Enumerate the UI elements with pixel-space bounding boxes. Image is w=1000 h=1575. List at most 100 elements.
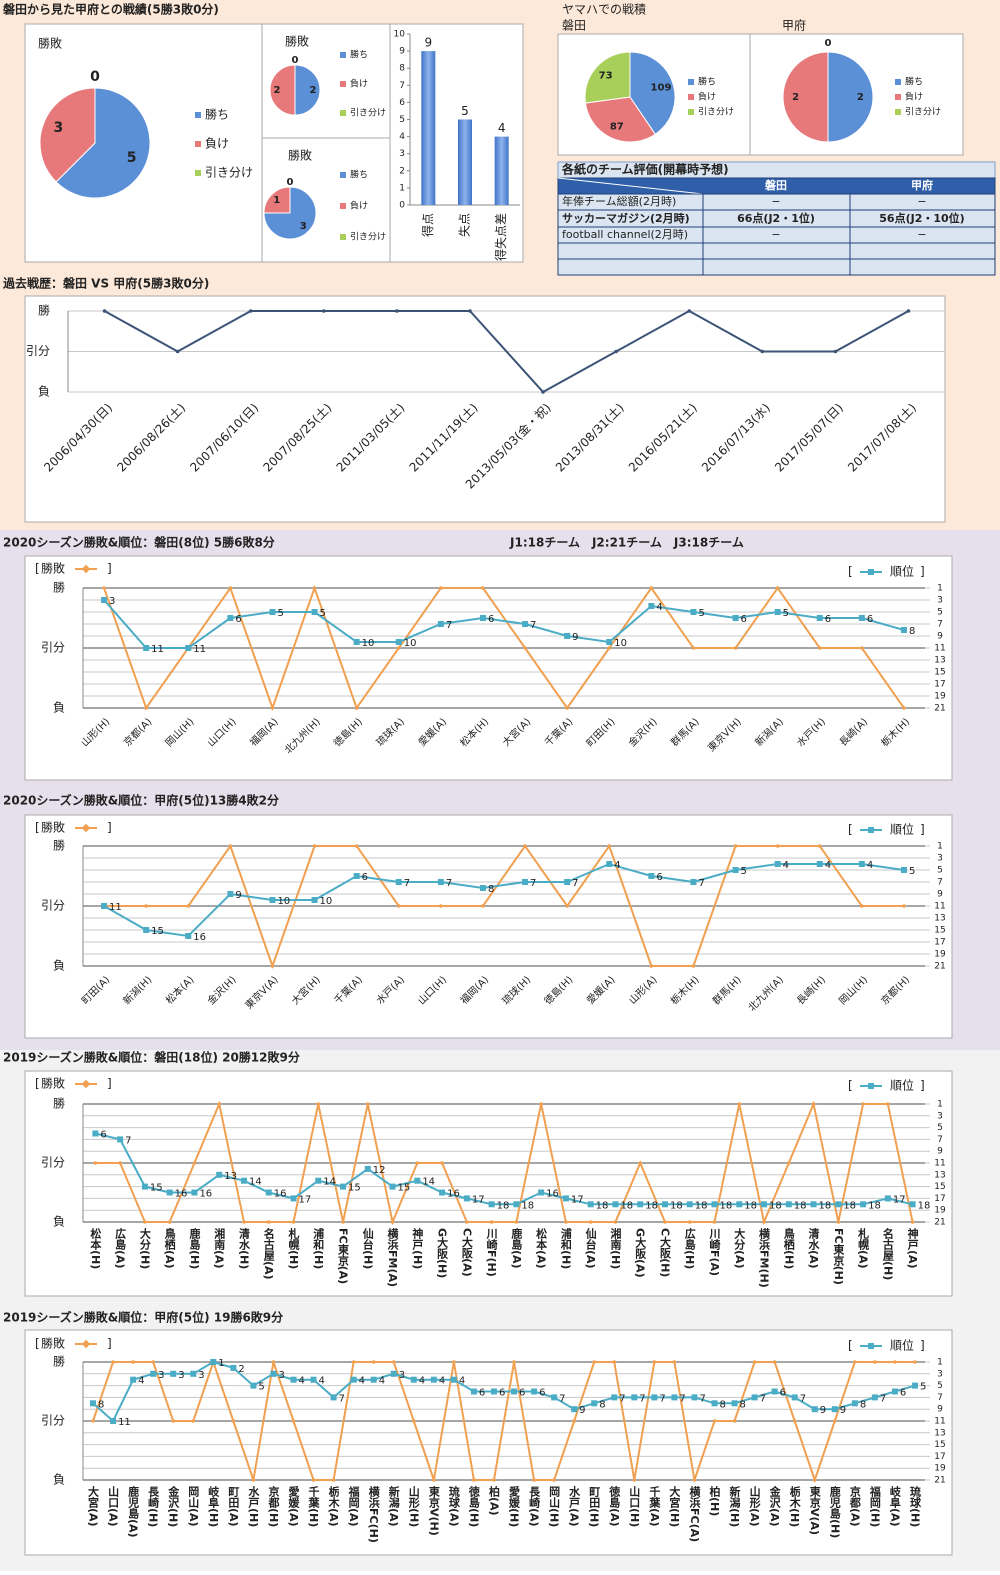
marker: [488, 1201, 495, 1208]
marker: [831, 1406, 838, 1413]
marker: [450, 1376, 457, 1383]
marker: [110, 1418, 117, 1424]
data-label: 8: [488, 884, 494, 895]
marker: [513, 1201, 520, 1208]
marker: [230, 1364, 237, 1371]
table: 各紙のチーム評価(開幕時予想) 磐田 甲府 年俸チーム総額(2月時) − − サ…: [557, 161, 996, 276]
data-label: 7: [619, 1393, 625, 1404]
y-tick-label: 負: [53, 1473, 65, 1487]
y2-tick-label: 19: [934, 1464, 946, 1474]
legend-bracket: ]: [107, 1337, 112, 1351]
x-tick-label: 長崎(A): [528, 1486, 541, 1527]
data-label: 8: [740, 1399, 746, 1410]
data-label: 4: [656, 602, 662, 613]
marker: [751, 1394, 758, 1401]
chart-title: 磐田: [562, 19, 586, 33]
x-tick-label: 川崎F(A): [708, 1228, 722, 1276]
y2-tick-label: 21: [934, 962, 945, 972]
x-tick-label: 水戸(A): [568, 1485, 581, 1527]
data-label: 15: [348, 1183, 361, 1194]
data-label: 3: [109, 596, 115, 607]
data-label: 9: [235, 890, 241, 901]
pie-slice: [55, 87, 151, 199]
marker: [191, 1419, 196, 1423]
marker: [649, 586, 654, 590]
marker: [906, 309, 911, 313]
marker: [290, 1376, 297, 1383]
marker: [430, 1376, 437, 1383]
data-label: 0: [292, 55, 299, 66]
y-tick-label: 勝: [38, 303, 50, 318]
legend-bracket: ]: [920, 1339, 925, 1353]
x-tick-label: 岡山(A): [187, 1486, 200, 1527]
chart-title: 過去戦歴：磐田 VS 甲府(5勝3敗0分): [2, 276, 209, 291]
legend-label: 勝敗: [41, 561, 65, 576]
marker: [102, 309, 107, 313]
legend-bracket: ]: [107, 562, 112, 576]
y2-tick-label: 11: [934, 902, 945, 912]
marker: [365, 1102, 370, 1106]
legend-bracket: [: [848, 823, 853, 837]
marker: [909, 1201, 916, 1208]
table-cell: −: [771, 228, 780, 241]
marker: [210, 1359, 217, 1365]
x-tick-label: 岐阜(H): [207, 1485, 220, 1528]
data-label: 7: [530, 620, 536, 631]
data-label: 4: [867, 860, 873, 871]
y2-tick-label: 3: [937, 1111, 943, 1121]
data-label: 4: [379, 1376, 385, 1387]
y2-tick-label: 17: [934, 1194, 945, 1204]
table-title: 各紙のチーム評価(開幕時予想): [561, 162, 729, 177]
marker: [414, 1177, 421, 1184]
x-tick-label: 琉球(H): [908, 1485, 921, 1528]
data-label: 15: [398, 1183, 411, 1194]
data-label: 5: [783, 608, 789, 619]
y-tick-label: 1: [399, 183, 405, 193]
marker: [775, 586, 780, 590]
data-line: [103, 599, 905, 649]
data-label: 18: [868, 1200, 881, 1211]
y2-tick-label: 19: [934, 692, 946, 702]
legend-label: 勝ち: [350, 169, 368, 181]
marker: [227, 615, 234, 621]
data-label: 6: [488, 614, 494, 625]
marker: [251, 1478, 256, 1482]
data-label: 6: [780, 1388, 786, 1399]
x-tick-label: 横浜FM(H): [758, 1227, 771, 1288]
marker: [111, 1360, 115, 1364]
marker: [141, 1183, 148, 1190]
y2-tick-label: 7: [937, 620, 943, 630]
x-tick-label: 仙台(H): [361, 1227, 374, 1270]
marker: [144, 706, 148, 710]
y-tick-label: 10: [394, 30, 406, 40]
x-tick-label: 山口(H): [628, 1485, 641, 1528]
x-tick-label: 京都(A): [848, 1485, 862, 1527]
y-tick-label: 2: [399, 166, 405, 176]
y2-tick-label: 21: [934, 704, 945, 714]
x-tick-label: 松本(H): [89, 1227, 102, 1270]
marker: [551, 1394, 558, 1401]
marker: [771, 1388, 778, 1395]
marker: [192, 1161, 197, 1165]
x-tick-label: 金沢(H): [167, 1485, 181, 1528]
marker: [637, 1201, 644, 1208]
marker: [607, 844, 612, 848]
marker: [816, 861, 823, 867]
data-label: 2: [310, 85, 317, 96]
marker: [371, 1360, 376, 1364]
marker: [687, 1220, 692, 1224]
y-tick-label: 負: [53, 959, 65, 973]
marker: [353, 873, 360, 879]
data-label: 11: [151, 644, 164, 655]
marker: [396, 646, 401, 650]
legend-swatch: [340, 234, 346, 240]
marker: [439, 586, 443, 590]
x-tick-label: G大阪(H): [436, 1228, 449, 1278]
marker: [311, 1478, 316, 1482]
data-label: 10: [404, 638, 417, 649]
legend-swatch: [195, 170, 201, 176]
marker: [652, 1360, 657, 1364]
marker: [772, 1360, 777, 1364]
y2-tick-label: 17: [934, 1452, 945, 1462]
marker: [410, 1376, 417, 1383]
